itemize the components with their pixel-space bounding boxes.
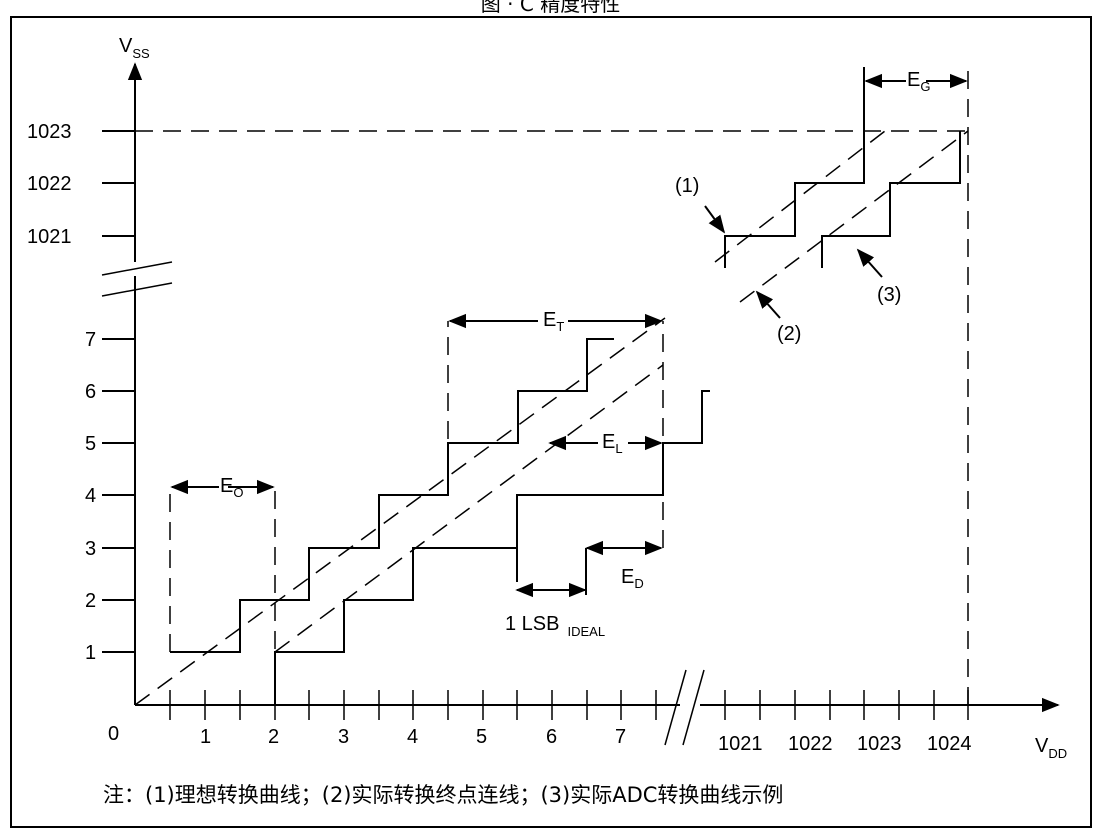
dimension-arrows (170, 73, 968, 598)
x-axis-label: VDD (1035, 735, 1067, 761)
axis-breaks (101, 261, 705, 746)
dashed-guides (134, 67, 969, 706)
gain-error-label: EG (907, 69, 930, 94)
figure-note: 注：(1)理想转换曲线；(2)实际转换终点连线；(3)实际ADC转换曲线示例 (103, 783, 783, 807)
svg-text:0: 0 (108, 723, 119, 745)
y-axis-label: VSS (119, 35, 150, 61)
ideal-line-upper (714, 130, 886, 263)
svg-text:2: 2 (85, 590, 96, 612)
svg-text:3: 3 (338, 726, 349, 748)
ideal-line (134, 317, 666, 706)
svg-text:7: 7 (615, 726, 626, 748)
svg-text:4: 4 (407, 726, 418, 748)
endpoint-line (274, 364, 664, 653)
lsb-ideal-label: 1 LSB IDEAL (505, 613, 605, 639)
svg-text:6: 6 (85, 381, 96, 403)
svg-text:1024: 1024 (927, 733, 972, 755)
curve-marker-2: (2) (777, 323, 801, 345)
svg-text:7: 7 (85, 329, 96, 351)
svg-text:6: 6 (546, 726, 557, 748)
ideal-transfer-curve (170, 67, 865, 653)
offset-error-label: EO (220, 475, 243, 500)
differential-error-label: ED (621, 566, 644, 591)
svg-text:1021: 1021 (27, 226, 72, 248)
svg-text:1022: 1022 (788, 733, 833, 755)
svg-text:1022: 1022 (27, 173, 72, 195)
x-tick-labels: 0 1 2 3 4 5 6 7 1021 1022 1023 1024 (108, 723, 972, 755)
svg-text:1023: 1023 (27, 121, 72, 143)
svg-text:2: 2 (268, 726, 279, 748)
svg-text:5: 5 (85, 433, 96, 455)
linearity-error-label: EL (602, 431, 623, 456)
curve-marker-3: (3) (877, 284, 901, 306)
endpoint-line-upper (739, 130, 969, 303)
svg-text:3: 3 (85, 538, 96, 560)
svg-text:1021: 1021 (718, 733, 763, 755)
x-ticks (169, 690, 969, 720)
svg-text:4: 4 (85, 485, 96, 507)
svg-text:1: 1 (85, 642, 96, 664)
figure-frame (10, 16, 1092, 828)
svg-text:1: 1 (200, 726, 211, 748)
svg-text:5: 5 (476, 726, 487, 748)
curve-marker-1: (1) (675, 175, 699, 197)
y-tick-labels: 1 2 3 4 5 6 7 1021 1022 1023 (27, 121, 96, 664)
axes (127, 62, 1060, 713)
total-error-label: ET (543, 309, 564, 334)
actual-transfer-curve (274, 131, 961, 705)
svg-text:1023: 1023 (857, 733, 902, 755)
y-ticks (102, 130, 135, 653)
